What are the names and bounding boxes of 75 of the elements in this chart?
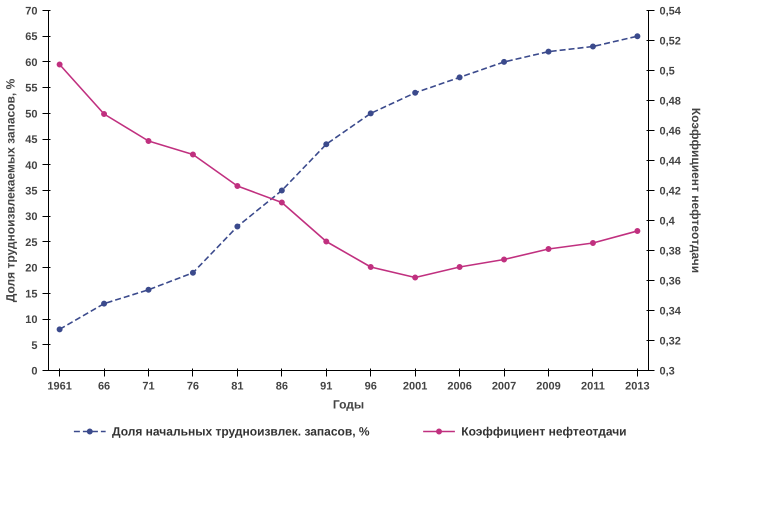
y-tick-label: 25: [25, 236, 38, 249]
point: [278, 200, 285, 206]
point: [634, 33, 640, 40]
point: [323, 238, 330, 244]
point: [368, 264, 374, 270]
x-tick-label: 66: [98, 380, 110, 392]
y2-tick-label: 0,32: [660, 336, 681, 348]
y-tick-label: 45: [25, 134, 38, 146]
y-tick-label: 15: [25, 288, 38, 300]
y-tick-label: 50: [25, 108, 38, 120]
point: [634, 228, 640, 234]
point: [456, 74, 463, 80]
x-tick-label: 2007: [492, 380, 516, 392]
y2-tick-label: 0,5: [660, 66, 675, 78]
y2-tick-label: 0,54: [660, 6, 682, 18]
x-tick-label: 76: [186, 380, 200, 392]
y-axis-title: Доля трудноизвлекаемых запасов, %: [3, 78, 18, 302]
point: [501, 58, 508, 65]
point: [546, 246, 552, 252]
point: [278, 188, 285, 194]
x-tick-label: 1961: [47, 380, 72, 392]
legend-label: Коэффициент нефтеотдачи: [461, 424, 627, 438]
y2-axis-title: Коэффициент нефтеотдачи: [688, 108, 703, 274]
y2-tick-label: 0,44: [660, 156, 682, 168]
point: [412, 274, 418, 280]
point: [56, 326, 63, 332]
y-tick-label: 55: [25, 82, 38, 95]
point: [590, 240, 596, 246]
x-tick-label: 2013: [625, 380, 650, 392]
point: [101, 111, 108, 117]
y-tick-label: 65: [25, 31, 38, 44]
y2-tick-label: 0,36: [660, 276, 681, 288]
y-tick-label: 35: [25, 186, 38, 198]
x-tick-label: 2001: [402, 380, 428, 392]
point: [146, 138, 152, 144]
point: [146, 286, 152, 293]
x-tick-label: 71: [142, 380, 155, 392]
x-tick-label: 91: [320, 380, 332, 392]
point: [323, 141, 330, 148]
x-tick-label: 2011: [581, 380, 605, 392]
point: [234, 183, 240, 189]
x-tick-label: 2006: [447, 380, 472, 392]
x-tick-label: 86: [276, 380, 288, 392]
point: [590, 44, 596, 50]
point: [456, 264, 463, 270]
x-tick-label: 96: [364, 380, 377, 392]
y2-tick-label: 0,38: [660, 246, 681, 258]
y-tick-label: 70: [25, 6, 38, 18]
y2-tick-label: 0,3: [660, 366, 675, 378]
y-tick-label: 60: [25, 56, 38, 69]
y2-tick-label: 0,48: [660, 96, 681, 108]
point: [412, 90, 418, 96]
y-tick-label: 10: [25, 314, 38, 326]
y2-tick-label: 0,34: [660, 306, 682, 318]
y-tick-label: 0: [31, 366, 38, 378]
y2-tick-label: 0,4: [660, 216, 676, 228]
y2-tick-label: 0,42: [660, 186, 681, 198]
y-tick-label: 30: [25, 211, 38, 224]
point: [101, 300, 108, 307]
point: [501, 256, 508, 262]
point: [234, 224, 240, 230]
x-tick-label: 2009: [536, 380, 561, 392]
point: [190, 152, 196, 158]
point: [56, 62, 63, 68]
x-axis-title: Годы: [332, 398, 364, 412]
y2-tick-label: 0,52: [660, 36, 681, 48]
point: [546, 48, 552, 55]
legend-label: Доля начальных трудноизвлек. запасов, %: [112, 424, 370, 438]
y-tick-label: 20: [25, 262, 38, 275]
y2-tick-label: 0,46: [660, 126, 681, 138]
x-tick-label: 81: [231, 380, 244, 392]
y-tick-label: 40: [25, 160, 38, 172]
y-tick-label: 5: [31, 340, 38, 352]
point: [190, 270, 196, 276]
point: [368, 110, 374, 116]
